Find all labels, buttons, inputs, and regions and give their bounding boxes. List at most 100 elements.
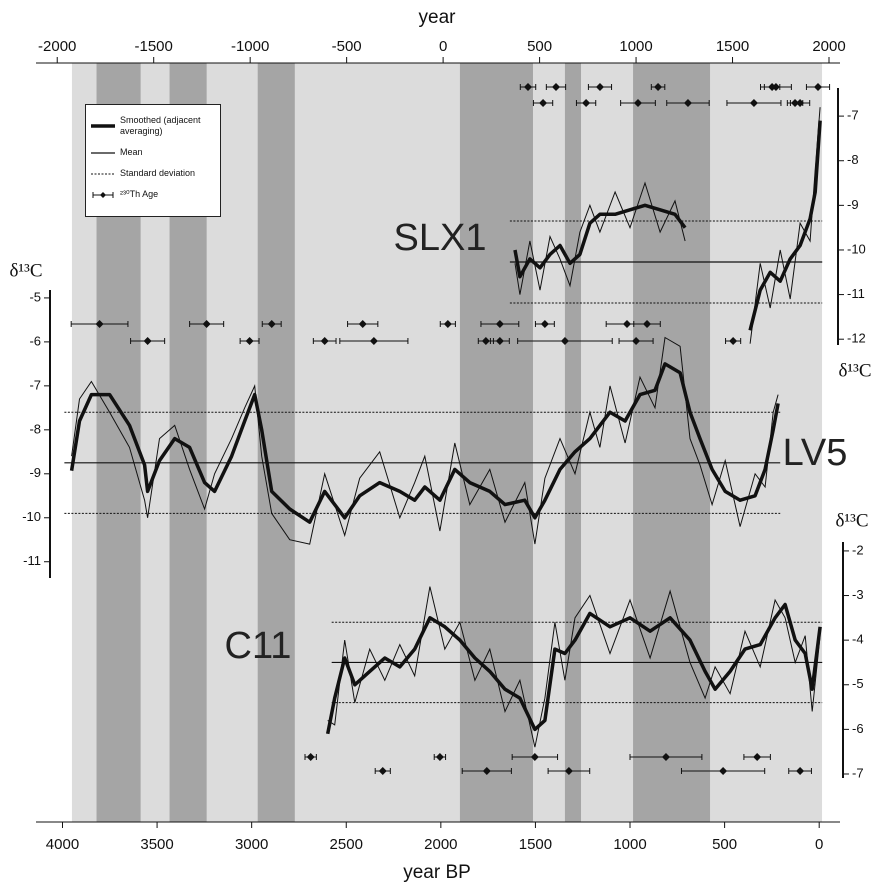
age-marker: [768, 83, 777, 91]
age-marker: [378, 767, 387, 775]
age-marker: [443, 320, 452, 328]
age-marker: [683, 99, 692, 107]
age-marker: [753, 753, 762, 761]
age-marker: [814, 83, 823, 91]
age-marker: [633, 99, 642, 107]
age-marker: [595, 83, 604, 91]
age-marker: [791, 99, 800, 107]
y-tick-label: -3: [852, 587, 864, 602]
y-axis-title: δ¹³C: [835, 510, 868, 531]
x-tick-label: -2000: [38, 38, 76, 55]
x-tick-label: 1500: [716, 38, 749, 55]
x-tick-label: 3500: [140, 836, 173, 853]
age-marker: [796, 767, 805, 775]
y-axis-title: δ¹³C: [838, 360, 871, 381]
legend-item: Standard deviation: [90, 168, 216, 179]
legend: Smoothed (adjacent averaging) Mean Stand…: [85, 104, 221, 217]
series-label: SLX1: [394, 217, 487, 259]
raw-line: [71, 336, 779, 545]
legend-icon: [91, 151, 115, 154]
y-tick-label: -9: [847, 197, 859, 212]
y-tick-label: -7: [847, 108, 859, 123]
x-tick-label: 500: [712, 836, 737, 853]
age-marker: [369, 337, 378, 345]
top-axis-title: year: [419, 7, 457, 28]
age-marker: [661, 753, 670, 761]
legend-label: Standard deviation: [120, 168, 196, 178]
age-marker: [482, 767, 491, 775]
smoothed-line: [69, 362, 780, 524]
x-tick-label: -1000: [231, 38, 269, 55]
y-tick-label: -4: [852, 632, 864, 647]
age-marker: [143, 337, 152, 345]
y-tick-label: -2: [852, 542, 864, 557]
age-marker: [632, 337, 641, 345]
band: [459, 63, 533, 822]
y-tick-label: -10: [22, 509, 41, 524]
series-label: C11: [225, 625, 292, 667]
age-marker: [749, 99, 758, 107]
y-tick-label: -11: [23, 553, 41, 568]
age-marker: [524, 83, 533, 91]
age-marker: [643, 320, 652, 328]
legend-item: ²³⁰Th Age: [90, 189, 216, 200]
smoothed-line: [513, 120, 822, 331]
x-tick-label: 1000: [613, 836, 646, 853]
y-tick-label: -5: [852, 676, 864, 691]
age-marker: [654, 83, 663, 91]
x-tick-label: 2000: [812, 38, 845, 55]
y-tick-label: -9: [29, 465, 41, 480]
x-tick-label: 500: [527, 38, 552, 55]
y-tick-label: -6: [852, 721, 864, 736]
age-marker: [551, 83, 560, 91]
bottom-axis-title: year BP: [403, 862, 471, 883]
y-tick-label: -12: [847, 331, 866, 346]
age-marker: [729, 337, 738, 345]
x-tick-label: 1000: [619, 38, 652, 55]
y-tick-label: -7: [29, 377, 41, 392]
band: [564, 63, 582, 822]
age-marker: [495, 337, 504, 345]
x-tick-label: 3000: [235, 836, 268, 853]
y-axis-title: δ¹³C: [9, 260, 42, 281]
age-marker: [539, 99, 548, 107]
age-marker: [245, 337, 254, 345]
smoothed-line: [325, 602, 822, 735]
age-marker: [267, 320, 276, 328]
y-tick-label: -10: [847, 241, 866, 256]
legend-icon: [92, 191, 114, 198]
y-tick-label: -11: [847, 286, 865, 301]
age-marker: [582, 99, 591, 107]
legend-icon: [91, 124, 115, 128]
x-tick-label: 4000: [46, 836, 79, 853]
legend-label: Smoothed (adjacent averaging): [120, 115, 201, 136]
y-tick-label: -8: [847, 152, 859, 167]
age-marker: [481, 337, 490, 345]
age-marker: [95, 320, 104, 328]
age-marker: [358, 320, 367, 328]
legend-label: Mean: [120, 147, 143, 157]
band: [633, 63, 711, 822]
y-tick-label: -6: [29, 333, 41, 348]
y-tick-label: -5: [29, 289, 41, 304]
age-marker: [719, 767, 728, 775]
x-tick-label: 2500: [330, 836, 363, 853]
x-tick-label: 0: [815, 836, 823, 853]
age-marker: [202, 320, 211, 328]
series-label: LV5: [783, 432, 848, 474]
age-marker: [530, 753, 539, 761]
x-tick-label: -500: [332, 38, 362, 55]
legend-icon: [91, 173, 115, 174]
age-marker: [564, 767, 573, 775]
age-marker: [435, 753, 444, 761]
legend-item: Mean: [90, 147, 216, 158]
y-tick-label: -7: [852, 765, 864, 780]
age-marker: [320, 337, 329, 345]
age-marker: [495, 320, 504, 328]
age-marker: [622, 320, 631, 328]
age-marker: [560, 337, 569, 345]
age-marker: [306, 753, 315, 761]
x-tick-label: 1500: [519, 836, 552, 853]
